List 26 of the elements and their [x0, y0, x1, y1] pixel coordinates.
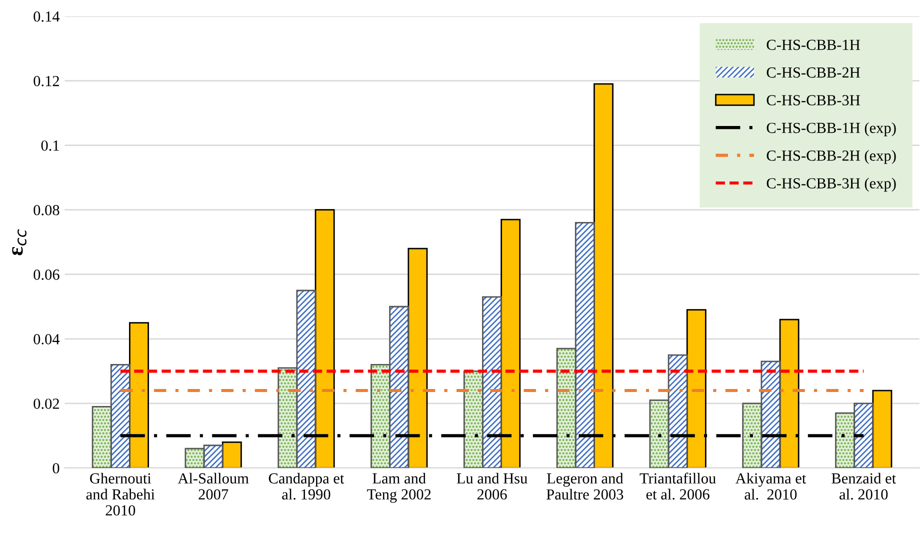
legend-label: C-HS-CBB-1H (exp): [766, 122, 896, 136]
x-tick-label: Al-Salloum 2007: [178, 472, 249, 500]
y-tick-label: 0.12: [34, 76, 59, 86]
x-tick-label: Benzaid et al. 2010: [832, 472, 896, 500]
x-tick-label: Lu and Hsu 2006: [456, 472, 528, 500]
legend-label: C-HS-CBB-2H (exp): [766, 150, 896, 164]
y-tick-label: 0: [52, 463, 60, 474]
x-tick-label: Triantafillou et al. 2006: [640, 472, 716, 500]
bar: [872, 390, 892, 468]
x-tick-label: Akiyama et al. 2010: [735, 472, 806, 500]
y-tick-label: 0.14: [34, 11, 60, 22]
bar: [222, 441, 242, 468]
legend-label: C-HS-CBB-1H: [766, 40, 860, 50]
x-tick-label: Legeron and Paultre 2003: [546, 472, 624, 500]
legend-label: C-HS-CBB-2H: [766, 67, 860, 78]
y-tick-label: 0.1: [41, 140, 59, 151]
y-tick-label: 0.06: [34, 270, 60, 280]
x-tick-label: Lam and Teng 2002: [367, 472, 431, 503]
legend-label: C-HS-CBB-3H: [766, 95, 860, 106]
x-tick-label: Ghernouti and Rabehi 2010: [86, 472, 155, 516]
x-tick-label: Candappa et al. 1990: [268, 472, 344, 500]
y-axis-title: ε$_{cc}$: [12, 229, 26, 256]
legend-label: C-HS-CBB-3H (exp): [766, 178, 896, 192]
y-tick-label: 0.04: [34, 334, 60, 344]
y-tick-label: 0.08: [34, 204, 60, 216]
y-tick-label: 0.02: [34, 398, 59, 409]
